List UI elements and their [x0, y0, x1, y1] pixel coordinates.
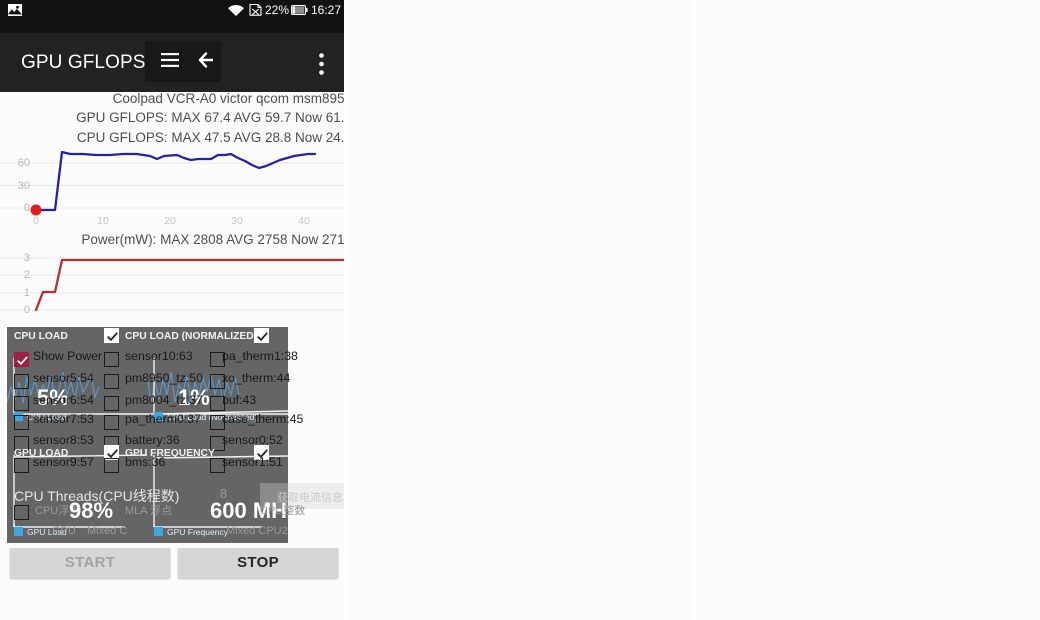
svg-text:3: 3: [24, 252, 30, 264]
svg-text:10: 10: [97, 215, 109, 227]
svg-text:1: 1: [24, 287, 30, 299]
svg-text:60: 60: [18, 157, 30, 169]
svg-text:0: 0: [24, 304, 30, 316]
svg-text:0: 0: [33, 215, 39, 227]
svg-text:30: 30: [231, 215, 243, 227]
svg-text:0: 0: [24, 202, 30, 214]
svg-text:30: 30: [18, 180, 30, 192]
svg-text:20: 20: [164, 215, 176, 227]
svg-text:2: 2: [24, 269, 30, 281]
svg-text:40: 40: [298, 215, 310, 227]
